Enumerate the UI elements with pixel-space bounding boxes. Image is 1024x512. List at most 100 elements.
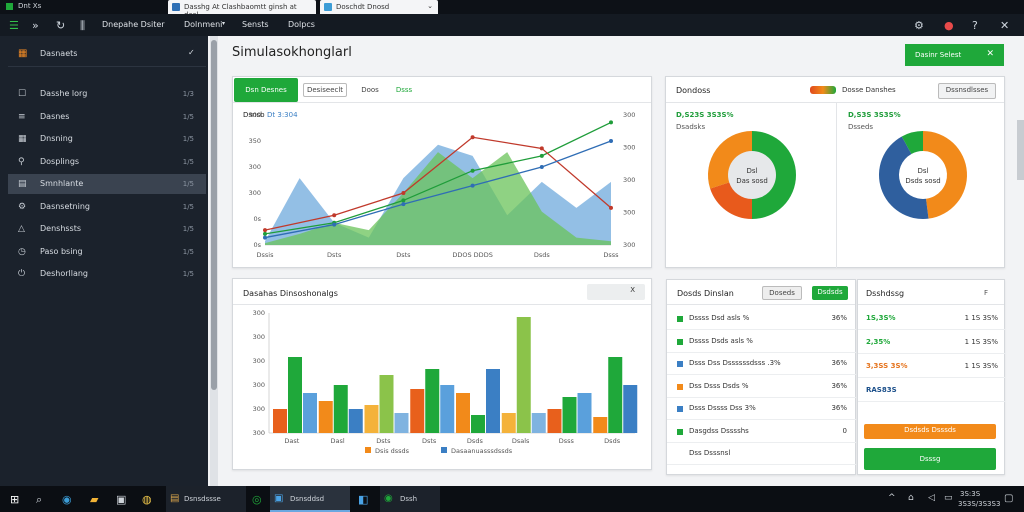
sidebar-item-5[interactable]: ▤ Smnhlante 1/5 <box>8 174 206 194</box>
taskbar-window-1[interactable]: ▣ Dsnsddsd <box>270 486 350 512</box>
orange-action-button[interactable]: Dsdsds Dsssds <box>864 424 996 439</box>
tab-line-1[interactable]: Dsn Desnes <box>234 78 298 102</box>
sidebar-item-6[interactable]: ⚙ Dasnsetning 1/5 <box>8 197 206 217</box>
tab-line-2[interactable]: Desiseeclt <box>303 83 347 97</box>
browser-tab-2[interactable]: Doschdt Dnosd ⌄ <box>320 0 438 14</box>
notification-icon[interactable]: ● <box>944 19 954 32</box>
right-stats-row: 2,35% 1 1S 3S% <box>858 332 1006 354</box>
alert-icon: △ <box>18 224 25 234</box>
chrome-icon[interactable]: ◍ <box>142 493 152 506</box>
right-donut-value: D,S3S 3S3S% <box>848 111 901 119</box>
app-green-icon[interactable]: ◎ <box>252 493 262 506</box>
line-point <box>539 165 544 169</box>
menu-item-1[interactable]: Dnepahe Dsiter <box>102 20 165 29</box>
tray-volume-icon[interactable]: ◁ <box>928 493 935 503</box>
menu-item-3[interactable]: Sensts <box>242 20 269 29</box>
page-scrollbar[interactable] <box>1017 120 1024 180</box>
x-tick-label: Dsss <box>559 437 575 445</box>
task-view-icon[interactable]: ▣ <box>116 493 127 506</box>
tab-favicon-icon <box>172 3 180 11</box>
x-tick-label: Dasl <box>331 437 345 445</box>
sidebar-item-label: Dosplings <box>40 156 80 166</box>
forward-icon[interactable]: » <box>32 19 39 32</box>
menu-dropdown-icon[interactable]: ▾ <box>222 20 226 27</box>
grid-icon: ▦ <box>18 48 28 59</box>
x-tick-label: Dsds <box>534 251 551 259</box>
bar <box>394 413 409 433</box>
chevron-down-icon[interactable]: ⌄ <box>427 2 433 10</box>
bar <box>577 393 592 433</box>
bar <box>531 413 546 433</box>
y-tick-label-right: 300 <box>623 209 635 217</box>
donut-filter-button[interactable]: Dssnsdlsses <box>938 83 996 99</box>
stats-button-1[interactable]: Doseds <box>762 286 802 300</box>
window-icon: ▣ <box>274 493 284 504</box>
line-point <box>470 168 475 173</box>
x-tick-label: Dsts <box>396 251 411 259</box>
tray-chevron-icon[interactable]: ^ <box>888 493 896 503</box>
tab-line-4[interactable]: Dsss <box>395 86 413 94</box>
menu-item-4[interactable]: Dolpcs <box>288 20 315 29</box>
clock-time[interactable]: 3S:3S <box>960 490 981 498</box>
help-icon[interactable]: ? <box>972 19 978 32</box>
green-action-button[interactable]: Dsssg <box>864 448 996 470</box>
close-icon[interactable]: ✕ <box>986 49 994 59</box>
list-icon: ≡ <box>18 111 26 122</box>
stats-row[interactable]: Dsss Dss Dssssssdsss .3% 36% <box>667 353 857 375</box>
app-logo-icon <box>6 3 13 10</box>
stats-row[interactable]: Dss Dsss Dsds % 36% <box>667 376 857 398</box>
x-tick-label: Dsts <box>376 437 391 445</box>
close-icon[interactable]: ✕ <box>1000 19 1010 32</box>
stats-row[interactable]: Dssss Dsd asls % 36% <box>667 308 857 330</box>
sidebar-item-8[interactable]: ◷ Paso bsing 1/5 <box>8 242 206 262</box>
notification-center-icon[interactable]: ▢ <box>1004 493 1014 504</box>
stats-row[interactable]: Dssss Dsds asls % <box>667 331 857 353</box>
bar <box>501 413 516 433</box>
title-bar: Dnt Xs Dasshg At Clashbaomtt ginsh at da… <box>0 0 1024 19</box>
y-tick-label: 300 <box>253 309 265 317</box>
panel-divider <box>233 102 651 103</box>
tray-network-icon[interactable]: ⌂ <box>908 493 914 503</box>
folder-icon[interactable]: ▰ <box>90 493 99 506</box>
sidebar-item-3[interactable]: ▦ Dnsning 1/5 <box>8 129 206 149</box>
refresh-icon[interactable]: ↻ <box>56 19 66 32</box>
sidebar-item-2[interactable]: ≡ Dasnes 1/5 <box>8 107 206 127</box>
menu-item-2[interactable]: Dolnmeni <box>184 20 223 29</box>
stats-button-2[interactable]: Dsdsds <box>812 286 848 300</box>
user-icon[interactable]: ⚙ <box>914 19 924 32</box>
x-tick-label: Dssis <box>257 251 275 259</box>
search-icon[interactable]: ⌕ <box>36 493 43 506</box>
windows-start-icon[interactable]: ⊞ <box>10 493 20 506</box>
browser-icon[interactable]: ◉ <box>62 493 72 506</box>
right-stats-row: 1S,3S% 1 1S 3S% <box>858 308 1006 330</box>
bar <box>273 409 287 433</box>
y-tick-label: 350 <box>249 137 261 145</box>
check-icon[interactable]: ✓ <box>188 48 195 57</box>
menu-icon[interactable]: ☰ <box>9 19 19 32</box>
stats-row[interactable]: Dasgdss Dsssshs 0 <box>667 421 857 443</box>
stats-row[interactable]: Dsss Dssss Dss 3% 36% <box>667 398 857 420</box>
filter-icon[interactable]: ⫼ <box>80 19 86 32</box>
bar <box>516 317 531 433</box>
taskbar-app-button[interactable]: ▤ Dsnsdssse <box>166 486 246 512</box>
bar <box>364 405 379 433</box>
x-tick-label: Dsds <box>604 437 621 445</box>
tab-line-3[interactable]: Doos <box>361 86 379 94</box>
status-square <box>677 383 683 390</box>
donut-charts: Dsl Das sosd Dsl Dsds sosd <box>708 131 967 219</box>
taskbar-window-2[interactable]: ◉ Dssh <box>380 486 440 512</box>
clock-date[interactable]: 3S3S/3S3S3 <box>958 500 1001 508</box>
scrollbar-thumb[interactable] <box>211 40 217 390</box>
sidebar-item-7[interactable]: △ Denshssts 1/5 <box>8 219 206 239</box>
select-button[interactable]: Dasinr Selest ✕ <box>905 44 1004 66</box>
stats-row[interactable]: Dss Dsssnsl <box>667 443 857 465</box>
app-blue-icon[interactable]: ◧ <box>358 493 369 506</box>
bar-panel-close-button[interactable]: X <box>587 284 645 300</box>
donut-center-text: Dsl <box>918 167 929 175</box>
sidebar-item-4[interactable]: ⚲ Dosplings 1/5 <box>8 152 206 172</box>
sidebar-item-1[interactable]: ☐ Dasshe lorg 1/3 <box>8 84 206 104</box>
sidebar-item-9[interactable]: ⏻ Deshorllang 1/5 <box>8 264 206 284</box>
tray-battery-icon[interactable]: ▭ <box>944 493 953 503</box>
line-point <box>332 222 337 227</box>
